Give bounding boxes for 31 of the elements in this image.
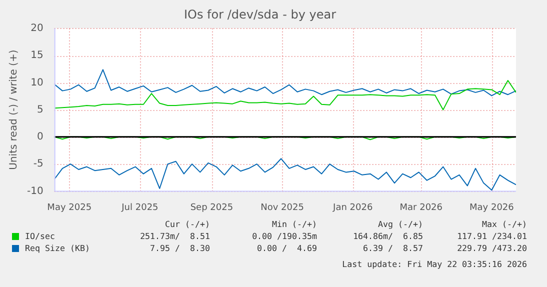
text: 6.39 / 8.57	[362, 243, 423, 253]
x-tick-label: Nov 2025	[260, 202, 304, 213]
text: Max (-/+)	[481, 219, 527, 229]
text: Min (-/+)	[271, 219, 317, 229]
text: 117.91 /234.01	[456, 231, 527, 241]
y-tick-label: 15	[30, 50, 44, 62]
text: 251.73m/ 8.51	[139, 231, 210, 241]
text: 7.95 / 8.30	[149, 243, 210, 253]
y-tick-label: 10	[30, 77, 44, 88]
text: 164.86m/ 6.85	[352, 231, 423, 241]
y-tick-label: 20	[30, 22, 44, 34]
x-tick-label: May 2026	[470, 202, 514, 213]
x-tick-label: Jul 2025	[120, 202, 158, 213]
y-tick-label: -5	[33, 158, 44, 170]
y-axis-title: Units read (-) / write (+)	[8, 50, 20, 170]
x-tick-label: May 2025	[47, 202, 92, 213]
text: 0.00 / 4.69	[256, 243, 317, 253]
x-tick-label: Jan 2026	[332, 202, 373, 213]
text: Avg (-/+)	[377, 219, 423, 229]
x-tick-label: Mar 2026	[400, 202, 443, 213]
y-tick-label: 0	[36, 132, 44, 143]
text: 0.00 /190.35m	[251, 231, 317, 241]
y-tick-label: -10	[26, 186, 44, 197]
chart-title: IOs for /dev/sda - by year	[184, 7, 336, 22]
y-tick-label: 5	[36, 104, 44, 116]
text: Last update: Fri May 22 03:35:16 2026	[342, 259, 527, 269]
legend-label: IO/sec	[25, 231, 55, 241]
legend-label: Req Size (KB)	[25, 243, 90, 253]
text: Cur (-/+)	[164, 219, 210, 229]
text: 229.79 /473.20	[456, 243, 527, 253]
x-tick-label: Sep 2025	[190, 202, 234, 213]
